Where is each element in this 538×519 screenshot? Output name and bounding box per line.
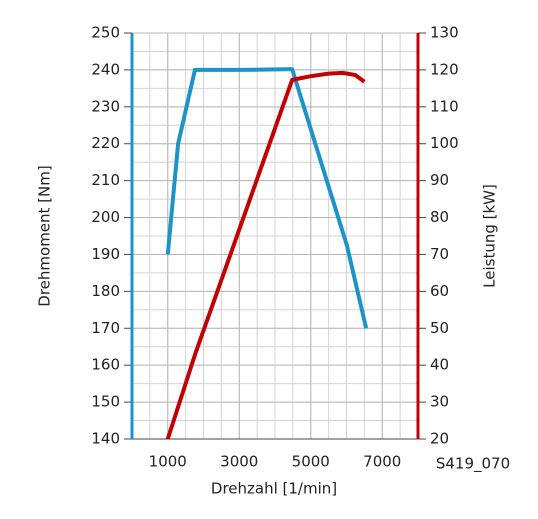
y-tick-label: 250 [91,24,120,42]
y-tick-label: 190 [91,245,120,263]
y2-tick-label: 40 [430,356,449,374]
x-tick-label: 7000 [363,453,401,471]
y-tick-label: 180 [91,282,120,300]
line-series [165,70,366,440]
y2-tick-label: 50 [430,319,449,337]
y2-tick-label: 110 [430,97,459,115]
y2-tick-label: 130 [430,24,459,42]
y2-tick-label: 20 [430,430,449,448]
y-tick-label: 220 [91,134,120,152]
y2-tick-label: 30 [430,393,449,411]
y-tick-label: 160 [91,356,120,374]
y-tick-label: 170 [91,319,120,337]
y-tick-label: 200 [91,208,120,226]
y-tick-label: 140 [91,430,120,448]
y2-tick-label: 120 [430,60,459,78]
y-tick-label: 210 [91,171,120,189]
y-tick-label: 240 [91,60,120,78]
x-axis-label: Drehzahl [1/min] [211,480,337,498]
x-tick-label: 1000 [149,453,187,471]
y2-tick-label: 80 [430,208,449,226]
line-series [165,67,369,329]
y2-tick-label: 100 [430,134,459,152]
annotation: S419_070 [436,455,510,474]
y2-tick-label: 90 [430,171,449,189]
y2-tick-label: 70 [430,245,449,263]
y-tick-label: 150 [91,393,120,411]
x-tick-label: 5000 [292,453,330,471]
y-axis-label: Drehmoment [Nm] [36,165,54,306]
y2-axis-label: Leistung [kW] [481,184,499,288]
x-tick-label: 3000 [220,453,258,471]
y2-tick-label: 60 [430,282,449,300]
y-tick-label: 230 [91,97,120,115]
